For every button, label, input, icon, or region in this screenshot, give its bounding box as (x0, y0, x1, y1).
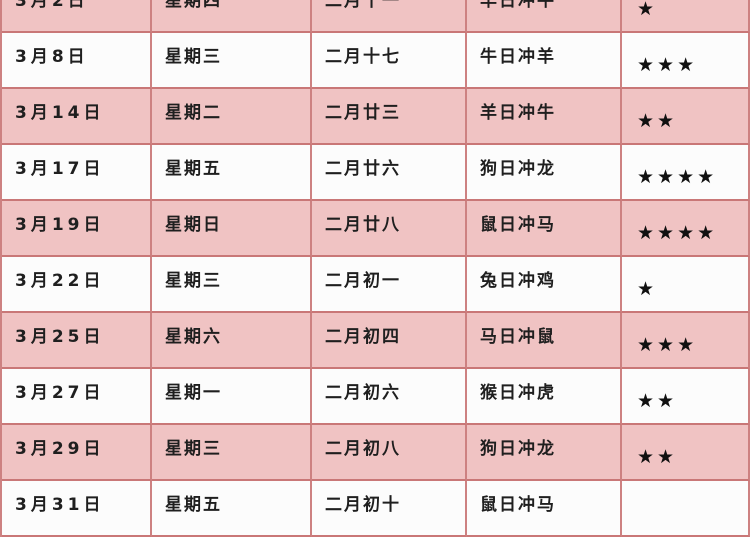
cell-star-rating: ★★★★ (622, 201, 750, 257)
cell-date: 3月25日 (2, 313, 152, 369)
cell-weekday: 星期三 (152, 257, 312, 313)
cell-weekday: 星期六 (152, 313, 312, 369)
cell-weekday: 星期日 (152, 201, 312, 257)
cell-date: 3月14日 (2, 89, 152, 145)
cell-star-rating: ★★★ (622, 313, 750, 369)
cell-weekday: 星期二 (152, 89, 312, 145)
cell-star-rating (622, 481, 750, 537)
cell-lunar-date: 二月初八 (312, 425, 467, 481)
cell-weekday: 星期五 (152, 145, 312, 201)
table-row: 3月17日 星期五 二月廿六 狗日冲龙 ★★★★ (2, 145, 750, 201)
table-row: 3月22日 星期三 二月初一 兔日冲鸡 ★ (2, 257, 750, 313)
cell-lunar-date: 二月初十 (312, 481, 467, 537)
table-row: 3月14日 星期二 二月廿三 羊日冲牛 ★★ (2, 89, 750, 145)
table-row: 3月19日 星期日 二月廿八 鼠日冲马 ★★★★ (2, 201, 750, 257)
cell-weekday: 星期三 (152, 33, 312, 89)
cell-zodiac-clash: 羊日冲牛 (467, 0, 622, 33)
cell-weekday: 星期五 (152, 481, 312, 537)
cell-zodiac-clash: 马日冲鼠 (467, 313, 622, 369)
table-row: 3月29日 星期三 二月初八 狗日冲龙 ★★ (2, 425, 750, 481)
cell-date: 3月8日 (2, 33, 152, 89)
cell-zodiac-clash: 兔日冲鸡 (467, 257, 622, 313)
cell-lunar-date: 二月廿六 (312, 145, 467, 201)
cell-date: 3月19日 (2, 201, 152, 257)
table-row: 3月31日 星期五 二月初十 鼠日冲马 (2, 481, 750, 537)
table-row: 3月25日 星期六 二月初四 马日冲鼠 ★★★ (2, 313, 750, 369)
table-row: 3月2日 星期四 二月十一 羊日冲牛 ★ (2, 0, 750, 33)
cell-weekday: 星期三 (152, 425, 312, 481)
cell-lunar-date: 二月廿三 (312, 89, 467, 145)
cell-star-rating: ★ (622, 257, 750, 313)
cell-star-rating: ★★★ (622, 33, 750, 89)
cell-date: 3月27日 (2, 369, 152, 425)
cell-date: 3月2日 (2, 0, 152, 33)
cell-lunar-date: 二月初四 (312, 313, 467, 369)
cell-lunar-date: 二月初一 (312, 257, 467, 313)
cell-zodiac-clash: 鼠日冲马 (467, 481, 622, 537)
cell-star-rating: ★ (622, 0, 750, 33)
cell-lunar-date: 二月十七 (312, 33, 467, 89)
cell-weekday: 星期一 (152, 369, 312, 425)
table-row: 3月8日 星期三 二月十七 牛日冲羊 ★★★ (2, 33, 750, 89)
cell-weekday: 星期四 (152, 0, 312, 33)
cell-lunar-date: 二月十一 (312, 0, 467, 33)
cell-date: 3月22日 (2, 257, 152, 313)
cell-star-rating: ★★ (622, 425, 750, 481)
cell-zodiac-clash: 羊日冲牛 (467, 89, 622, 145)
cell-zodiac-clash: 牛日冲羊 (467, 33, 622, 89)
cell-zodiac-clash: 猴日冲虎 (467, 369, 622, 425)
cell-star-rating: ★★ (622, 369, 750, 425)
cell-date: 3月17日 (2, 145, 152, 201)
cell-star-rating: ★★★★ (622, 145, 750, 201)
cell-zodiac-clash: 狗日冲龙 (467, 425, 622, 481)
cell-zodiac-clash: 狗日冲龙 (467, 145, 622, 201)
cell-star-rating: ★★ (622, 89, 750, 145)
cell-date: 3月31日 (2, 481, 152, 537)
cell-lunar-date: 二月廿八 (312, 201, 467, 257)
cell-zodiac-clash: 鼠日冲马 (467, 201, 622, 257)
cell-lunar-date: 二月初六 (312, 369, 467, 425)
cell-date: 3月29日 (2, 425, 152, 481)
table-row: 3月27日 星期一 二月初六 猴日冲虎 ★★ (2, 369, 750, 425)
